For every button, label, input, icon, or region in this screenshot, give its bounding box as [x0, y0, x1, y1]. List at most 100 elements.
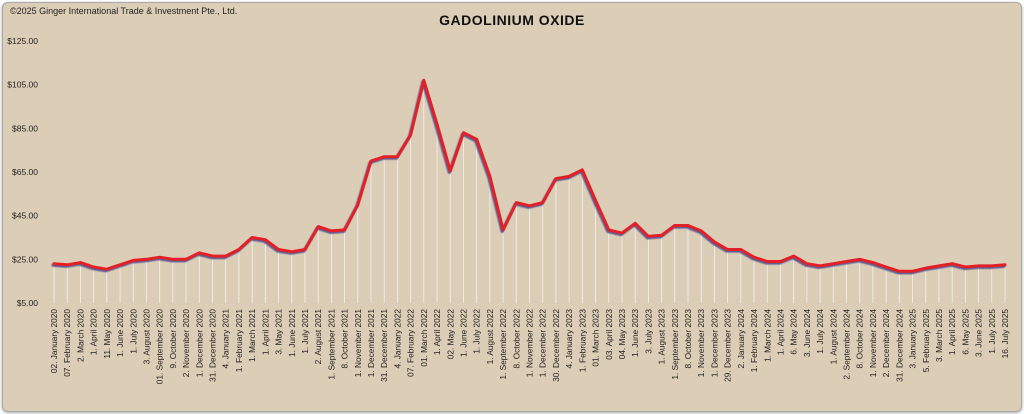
x-tick-label: 04. May 2023: [617, 309, 627, 360]
series-shadow-line: [51, 80, 1006, 275]
data-point: [528, 204, 531, 208]
x-tick-label: 8. October 2024: [855, 309, 865, 369]
x-tick-label: 8. October 2023: [683, 309, 693, 369]
x-tick-label: 1. December 2023: [709, 309, 719, 378]
data-point: [211, 254, 214, 258]
data-point: [594, 199, 597, 202]
x-tick-label: 1. February 2024: [749, 309, 759, 373]
x-tick-label: 3. August 2020: [141, 309, 151, 365]
x-tick-label: 01. March 2023: [591, 309, 601, 367]
data-point: [752, 255, 756, 259]
x-tick-label: 1. April 2025: [947, 309, 957, 356]
data-point: [66, 263, 69, 266]
data-point: [964, 265, 967, 269]
x-tick-label: 3. March 2025: [934, 309, 944, 362]
chart-title: GADOLINIUM OXIDE: [439, 12, 585, 28]
data-point: [422, 79, 426, 82]
data-point: [713, 240, 716, 244]
x-tick-label: 4. January 2022: [392, 309, 402, 369]
data-point: [132, 259, 135, 262]
x-tick-label: 8. October 2021: [340, 309, 350, 369]
x-tick-label: 1. November 2024: [868, 309, 878, 378]
data-point: [739, 248, 743, 251]
x-tick-label: 1. November 2023: [696, 309, 706, 378]
data-point: [303, 248, 307, 251]
data-point: [845, 260, 848, 263]
data-point: [171, 258, 175, 261]
data-point: [911, 270, 914, 273]
x-tick-label: 3. January 2025: [908, 309, 918, 369]
x-tick-label: 1. September 2021: [326, 309, 336, 380]
x-tick-label: 1. November 2021: [353, 309, 363, 378]
x-tick-label: 6. May 2024: [789, 309, 799, 355]
x-tick-label: 02. January 2020: [49, 309, 59, 374]
data-point: [343, 228, 346, 232]
x-tick-label: 2. November 2020: [181, 309, 191, 378]
data-point: [686, 224, 690, 227]
data-point: [950, 262, 954, 265]
x-tick-label: 2. September 2024: [842, 309, 852, 380]
data-point: [409, 133, 412, 137]
data-point: [264, 238, 267, 241]
data-point: [633, 222, 637, 225]
data-point: [145, 258, 148, 261]
data-point: [1003, 263, 1007, 266]
data-point: [581, 168, 584, 172]
x-tick-label: 2. March 2020: [75, 309, 85, 362]
x-tick-label: 31. December 2024: [894, 309, 904, 382]
x-tick-label: 1. December 2020: [194, 309, 204, 378]
x-tick-label: 3. June 2025: [974, 309, 984, 357]
x-tick-label: 30. December 2022: [551, 309, 561, 382]
data-point: [898, 270, 901, 273]
y-axis: $5.00 $25.00 $45.00 $65.00 $85.00 $105.00 $125…: [7, 36, 38, 308]
data-point: [105, 267, 109, 271]
y-tick-label: $5.00: [17, 298, 39, 308]
data-point: [779, 260, 782, 263]
x-tick-label: 1. August 2022: [485, 309, 495, 365]
data-point: [832, 262, 835, 265]
x-tick-label: 1. April 2022: [432, 309, 442, 356]
x-tick-label: 3. July 2023: [643, 309, 653, 354]
x-tick-label: 1. June 2023: [630, 309, 640, 357]
data-point: [858, 258, 861, 261]
x-tick-label: 1. April 2020: [89, 309, 99, 356]
data-point: [818, 264, 822, 268]
data-point: [369, 159, 373, 163]
x-tick-label: 1. February 2023: [577, 309, 587, 373]
data-point: [92, 265, 95, 269]
x-tick-label: 1. April 2021: [260, 309, 270, 356]
data-point: [607, 228, 610, 232]
data-point: [501, 228, 505, 232]
data-point: [449, 169, 452, 173]
data-point: [475, 138, 478, 141]
x-tick-label: 2. January 2024: [736, 309, 746, 369]
x-tick-label: 1. December 2021: [366, 309, 376, 378]
x-tick-label: 1. March 2024: [762, 309, 772, 362]
x-tick-label: 29. December 2023: [723, 309, 733, 382]
data-point: [158, 255, 161, 259]
x-tick-label: 1. June 2022: [458, 309, 468, 357]
data-point: [647, 235, 650, 238]
y-tick-label: $25.00: [12, 254, 38, 264]
x-tick-label: 1. July 2024: [815, 309, 825, 354]
data-point: [330, 229, 333, 233]
data-point: [224, 254, 227, 258]
data-point: [766, 260, 769, 263]
y-tick-label: $85.00: [12, 123, 38, 133]
data-point: [290, 250, 293, 253]
data-point: [356, 203, 359, 206]
x-tick-label: 1. July 2020: [128, 309, 138, 354]
x-tick-label: 1. July 2022: [472, 309, 482, 354]
data-points: [52, 79, 1007, 273]
data-point: [990, 264, 993, 268]
x-tick-label: 4. January 2023: [564, 309, 574, 369]
x-tick-label: 11. May 2020: [102, 309, 112, 359]
data-point: [937, 264, 941, 268]
x-tick-label: 2. August 2021: [313, 309, 323, 365]
data-point: [567, 175, 571, 178]
x-tick-label: 1. August 2023: [657, 309, 667, 365]
data-point: [396, 155, 399, 158]
data-point: [198, 251, 201, 254]
x-tick-label: 1. September 2023: [670, 309, 680, 380]
y-tick-label: $45.00: [12, 211, 38, 221]
